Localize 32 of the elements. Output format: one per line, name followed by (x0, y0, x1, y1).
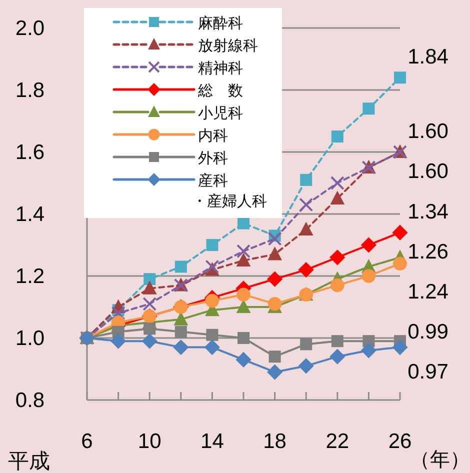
x-axis-title: （年） (410, 449, 470, 471)
legend-label: 内科 (198, 128, 228, 144)
legend-label: 放射線科 (198, 38, 258, 54)
legend-label: 小児科 (198, 105, 243, 122)
text: 平成 (8, 450, 50, 473)
y-tick-label: 1.4 (15, 203, 45, 226)
x-tick-label: 10 (138, 430, 162, 453)
annotation: ・産婦人科 (192, 193, 267, 210)
y-tick-label: 2.0 (15, 17, 45, 40)
data-label: 1.24 (408, 280, 449, 304)
data-label: 0.99 (408, 320, 448, 344)
data-label: 1.60 (408, 120, 448, 143)
x-tick-label: 6 (81, 430, 93, 453)
legend-label: 精神科 (198, 60, 243, 77)
y-tick-label: 1.0 (15, 327, 45, 350)
data-label: 1.84 (408, 46, 449, 69)
x-tick-label: 26 (388, 430, 412, 453)
data-label: 1.34 (408, 200, 449, 224)
legend-label: 総 数 (197, 82, 243, 100)
x-tick-label: 18 (263, 430, 286, 453)
x-tick-label: 22 (326, 430, 350, 453)
legend-label: 産科 (198, 172, 228, 190)
data-label: 1.26 (408, 240, 448, 264)
y-tick-label: 0.8 (15, 389, 45, 412)
legend-label: 外科 (198, 150, 228, 167)
x-tick-label: 14 (200, 430, 224, 453)
y-tick-label: 1.8 (15, 79, 45, 102)
data-label: 1.60 (408, 160, 448, 183)
y-tick-label: 1.2 (15, 265, 45, 288)
data-label: 0.97 (408, 360, 448, 384)
y-tick-label: 1.6 (15, 141, 45, 164)
legend-label: 麻酔科 (198, 15, 243, 32)
